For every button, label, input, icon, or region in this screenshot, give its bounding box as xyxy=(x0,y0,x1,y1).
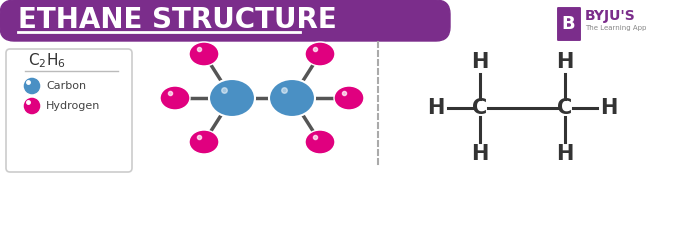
Text: B: B xyxy=(561,15,575,33)
Circle shape xyxy=(23,77,41,95)
Text: H: H xyxy=(427,98,445,118)
Ellipse shape xyxy=(305,42,335,66)
Ellipse shape xyxy=(160,86,190,110)
Text: C: C xyxy=(557,98,573,118)
Ellipse shape xyxy=(334,86,364,110)
Text: H: H xyxy=(557,52,574,72)
Circle shape xyxy=(23,97,41,115)
Ellipse shape xyxy=(269,79,315,117)
Text: Carbon: Carbon xyxy=(46,81,86,91)
Ellipse shape xyxy=(189,42,219,66)
Ellipse shape xyxy=(305,130,335,154)
Text: $\mathregular{C_2H_6}$: $\mathregular{C_2H_6}$ xyxy=(28,52,66,70)
Text: BYJU'S: BYJU'S xyxy=(585,9,636,23)
FancyBboxPatch shape xyxy=(0,0,450,41)
Text: H: H xyxy=(471,52,489,72)
Text: The Learning App: The Learning App xyxy=(585,25,646,31)
Text: H: H xyxy=(557,144,574,164)
Ellipse shape xyxy=(189,130,219,154)
Ellipse shape xyxy=(209,79,255,117)
Text: Hydrogen: Hydrogen xyxy=(46,101,100,111)
FancyBboxPatch shape xyxy=(556,6,582,42)
Text: ETHANE STRUCTURE: ETHANE STRUCTURE xyxy=(18,6,337,34)
FancyBboxPatch shape xyxy=(6,49,132,172)
Text: H: H xyxy=(600,98,618,118)
Text: H: H xyxy=(471,144,489,164)
Text: C: C xyxy=(473,98,487,118)
